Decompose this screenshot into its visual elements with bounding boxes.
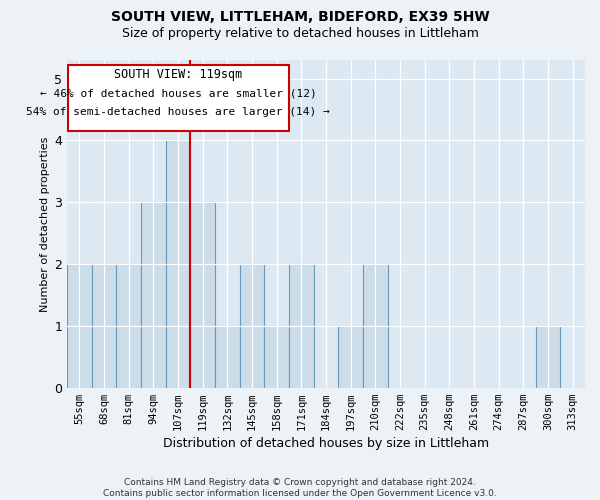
Text: Size of property relative to detached houses in Littleham: Size of property relative to detached ho… xyxy=(122,28,478,40)
Bar xyxy=(166,140,190,388)
Bar xyxy=(338,326,363,388)
Bar xyxy=(536,326,560,388)
Bar xyxy=(190,202,215,388)
Bar xyxy=(116,264,141,388)
Text: ← 46% of detached houses are smaller (12): ← 46% of detached houses are smaller (12… xyxy=(40,88,317,99)
Bar xyxy=(92,264,116,388)
Bar xyxy=(265,326,289,388)
Text: Contains HM Land Registry data © Crown copyright and database right 2024.
Contai: Contains HM Land Registry data © Crown c… xyxy=(103,478,497,498)
FancyBboxPatch shape xyxy=(68,65,289,131)
Bar xyxy=(141,202,166,388)
Bar xyxy=(215,326,239,388)
Bar xyxy=(67,264,92,388)
Y-axis label: Number of detached properties: Number of detached properties xyxy=(40,136,50,312)
Text: SOUTH VIEW, LITTLEHAM, BIDEFORD, EX39 5HW: SOUTH VIEW, LITTLEHAM, BIDEFORD, EX39 5H… xyxy=(110,10,490,24)
Bar xyxy=(363,264,388,388)
X-axis label: Distribution of detached houses by size in Littleham: Distribution of detached houses by size … xyxy=(163,437,489,450)
Text: SOUTH VIEW: 119sqm: SOUTH VIEW: 119sqm xyxy=(114,68,242,81)
Bar xyxy=(289,264,314,388)
Bar xyxy=(239,264,265,388)
Text: 54% of semi-detached houses are larger (14) →: 54% of semi-detached houses are larger (… xyxy=(26,107,330,117)
